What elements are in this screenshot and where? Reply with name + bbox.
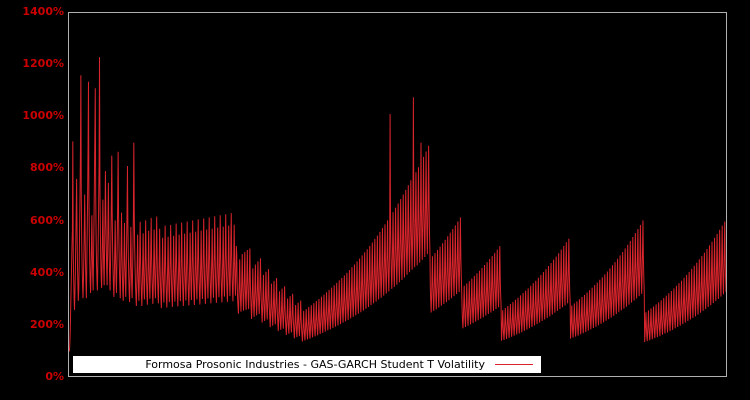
series-line-plot bbox=[69, 13, 726, 376]
plot-area bbox=[68, 12, 727, 377]
y-axis-tick-label: 600% bbox=[30, 213, 64, 227]
y-axis-tick-label: 400% bbox=[30, 265, 64, 279]
legend-line-sample-icon bbox=[495, 364, 533, 365]
legend-label: Formosa Prosonic Industries - GAS-GARCH … bbox=[145, 358, 485, 371]
y-axis-tick-label: 1400% bbox=[22, 5, 64, 18]
legend: Formosa Prosonic Industries - GAS-GARCH … bbox=[73, 356, 541, 373]
y-axis-tick-label: 200% bbox=[30, 317, 64, 331]
y-axis-tick-labels: 1400% 1200% 1000% 800% 600% 400% 200% 0% bbox=[0, 0, 64, 400]
y-axis-tick-label: 1200% bbox=[22, 57, 64, 71]
y-axis-tick-label: 1000% bbox=[22, 109, 64, 123]
y-axis-tick-label: 0% bbox=[45, 370, 64, 383]
y-axis-tick-label: 800% bbox=[30, 161, 64, 175]
volatility-series-line bbox=[69, 57, 726, 351]
